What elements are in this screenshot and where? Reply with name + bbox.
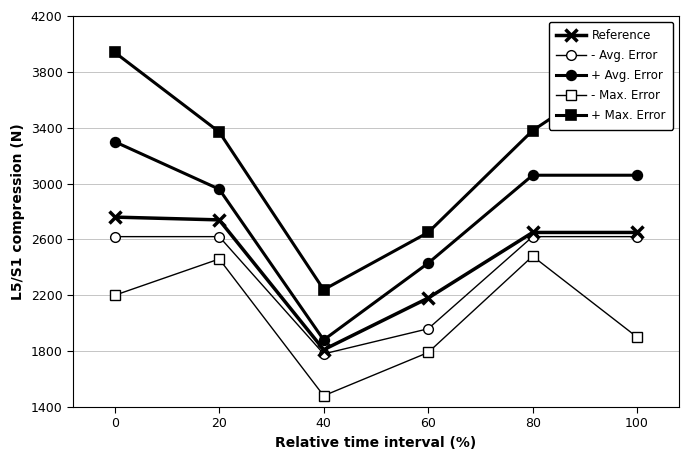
X-axis label: Relative time interval (%): Relative time interval (%)	[275, 436, 477, 450]
Legend: Reference, - Avg. Error, + Avg. Error, - Max. Error, + Max. Error: Reference, - Avg. Error, + Avg. Error, -…	[549, 22, 673, 130]
Y-axis label: L5/S1 compression (N): L5/S1 compression (N)	[11, 123, 25, 300]
